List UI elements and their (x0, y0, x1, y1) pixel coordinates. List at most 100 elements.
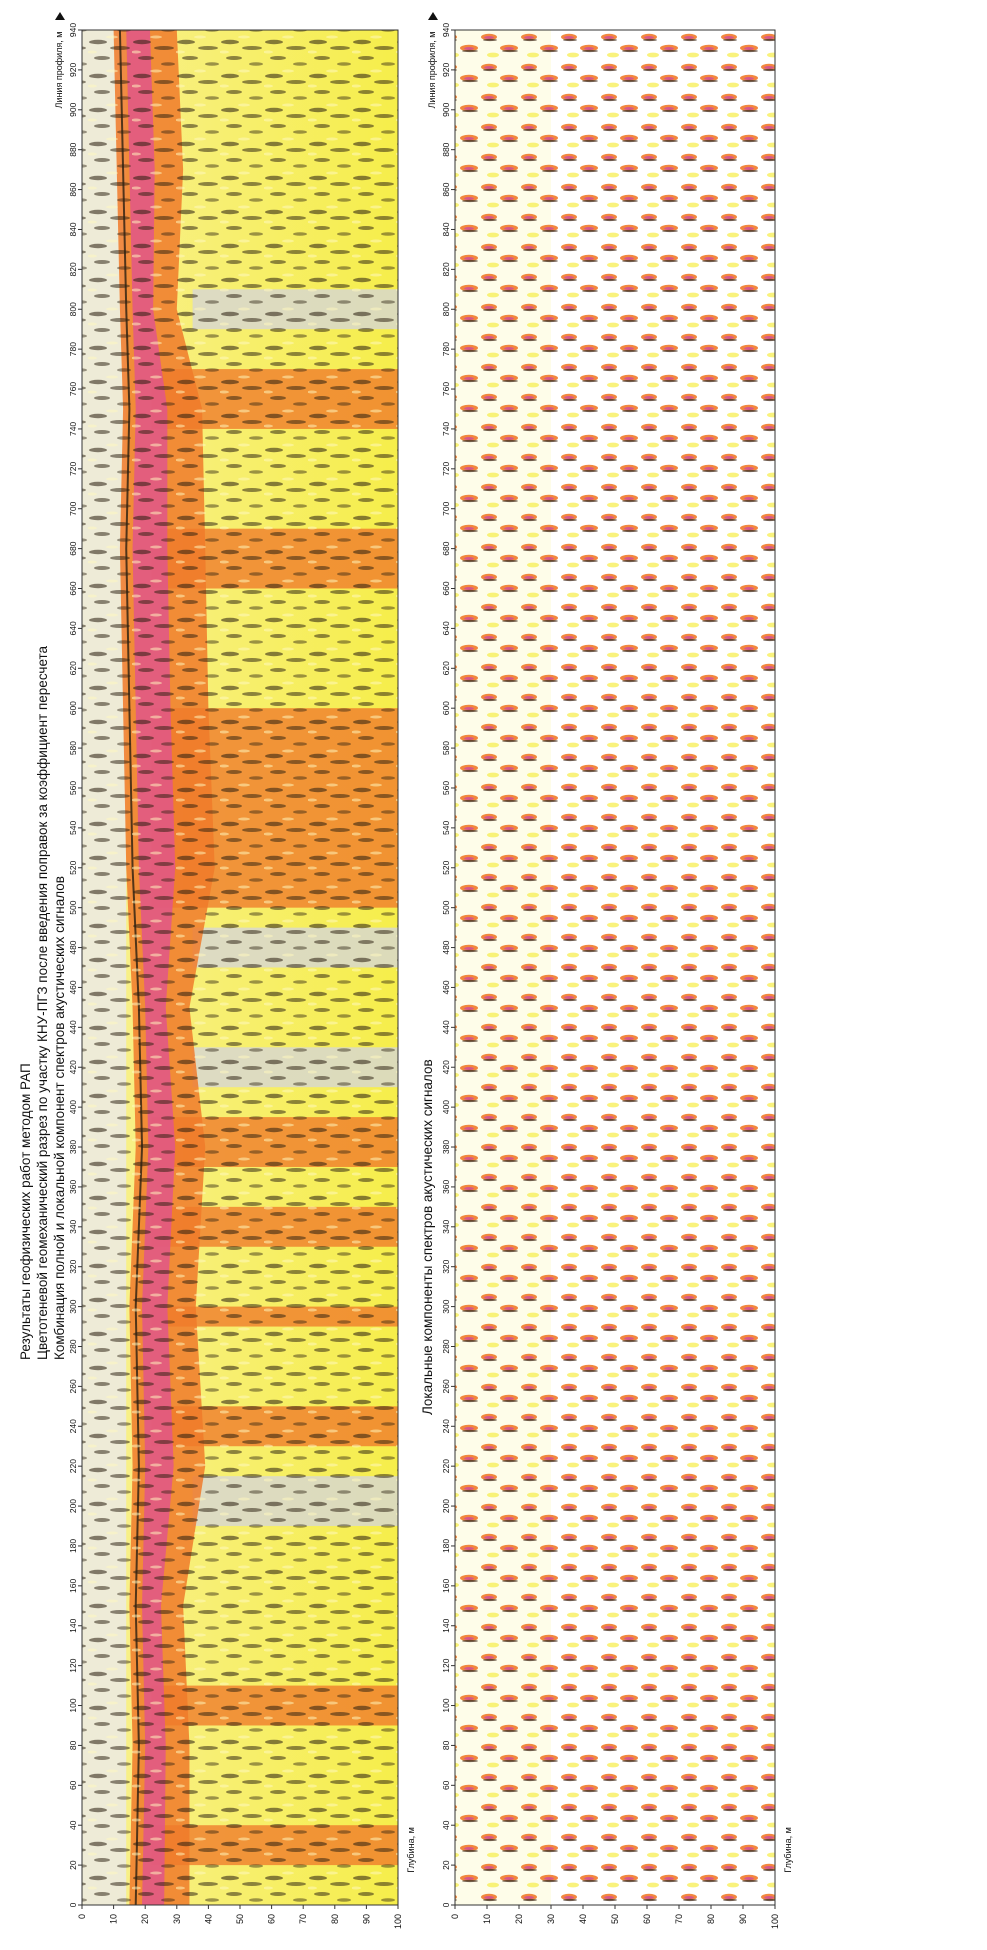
y-tick-label: 70 (674, 1914, 684, 1924)
x-tick-label: 240 (68, 1419, 78, 1433)
y-tick-label: 100 (393, 1914, 403, 1929)
chart-texture (455, 30, 775, 1905)
x-tick-label: 240 (441, 1419, 451, 1433)
x-tick-label: 460 (441, 980, 451, 994)
y-tick-label: 50 (235, 1914, 245, 1924)
x-tick-label: 280 (441, 1339, 451, 1353)
x-tick-label: 480 (441, 940, 451, 954)
x-tick-label: 160 (441, 1578, 451, 1592)
x-tick-label: 820 (441, 262, 451, 276)
x-tick-label: 800 (68, 302, 78, 316)
y-tick-label: 0 (77, 1914, 87, 1919)
x-tick-label: 840 (68, 222, 78, 236)
x-tick-label: 920 (68, 63, 78, 77)
y-tick-label: 40 (203, 1914, 213, 1924)
x-tick-label: 120 (441, 1658, 451, 1672)
y-tick-label: 90 (738, 1914, 748, 1924)
x-tick-label: 260 (68, 1379, 78, 1393)
y-tick-label: 0 (450, 1914, 460, 1919)
y-tick-label: 100 (770, 1914, 780, 1929)
y-tick-label: 70 (298, 1914, 308, 1924)
y-tick-label: 30 (172, 1914, 182, 1924)
x-tick-label: 340 (441, 1219, 451, 1233)
x-tick-label: 660 (68, 581, 78, 595)
x-tick-label: 800 (441, 302, 451, 316)
y-tick-label: 10 (109, 1914, 119, 1924)
x-axis-label: Линия профиля, м (54, 32, 64, 109)
x-tick-label: 780 (441, 342, 451, 356)
x-tick-label: 940 (441, 23, 451, 37)
x-tick-label: 140 (441, 1618, 451, 1632)
x-tick-label: 180 (68, 1539, 78, 1553)
x-tick-label: 100 (68, 1698, 78, 1712)
x-tick-label: 680 (68, 541, 78, 555)
x-tick-label: 40 (441, 1820, 451, 1830)
x-tick-label: 780 (68, 342, 78, 356)
y-tick-label: 50 (610, 1914, 620, 1924)
x-tick-label: 520 (68, 860, 78, 874)
x-tick-label: 400 (441, 1100, 451, 1114)
x-tick-label: 400 (68, 1100, 78, 1114)
x-tick-label: 260 (441, 1379, 451, 1393)
x-tick-label: 540 (441, 821, 451, 835)
figure-title-line-2: Цветотеневой геомеханический разрез по у… (35, 645, 50, 1360)
chart-full-and-local: 0 10 20 30 40 50 60 70 80 90 100 0 20 40 60 80 100 120 14… (54, 12, 416, 1929)
y-tick-label: 20 (514, 1914, 524, 1924)
x-tick-label: 380 (68, 1140, 78, 1154)
y-tick-label: 80 (330, 1914, 340, 1924)
x-tick-label: 80 (441, 1740, 451, 1750)
chart-texture (82, 30, 398, 1905)
x-tick-label: 280 (68, 1339, 78, 1353)
x-tick-label: 440 (441, 1020, 451, 1034)
x-tick-label: 140 (68, 1618, 78, 1632)
x-tick-label: 760 (68, 382, 78, 396)
x-tick-label: 880 (68, 142, 78, 156)
x-tick-label: 720 (441, 461, 451, 475)
x-tick-label: 480 (68, 940, 78, 954)
x-tick-label: 200 (68, 1499, 78, 1513)
y-tick-label: 60 (267, 1914, 277, 1924)
x-tick-label: 0 (441, 1902, 451, 1907)
x-tick-label: 120 (68, 1658, 78, 1672)
x-tick-label: 220 (68, 1459, 78, 1473)
x-tick-label: 880 (441, 142, 451, 156)
x-tick-label: 560 (441, 781, 451, 795)
x-tick-label: 340 (68, 1219, 78, 1233)
y-tick-label: 60 (642, 1914, 652, 1924)
x-tick-label: 560 (68, 781, 78, 795)
x-tick-label: 540 (68, 821, 78, 835)
x-tick-label: 940 (68, 23, 78, 37)
x-tick-label: 840 (441, 222, 451, 236)
x-tick-label: 320 (68, 1259, 78, 1273)
x-tick-label: 740 (68, 422, 78, 436)
x-tick-label: 740 (441, 422, 451, 436)
x-tick-label: 420 (441, 1060, 451, 1074)
chart-title: Локальные компоненты спектров акустическ… (420, 1059, 435, 1415)
x-tick-label: 640 (68, 621, 78, 635)
profile-arrow-icon (428, 12, 438, 20)
x-tick-label: 360 (441, 1180, 451, 1194)
x-tick-label: 500 (68, 900, 78, 914)
chart-local-component: 0 10 20 30 40 50 60 70 80 90 100 0 20 40 60 80 100 120 14… (420, 12, 793, 1929)
figure-title-line-3: Комбинация полной и локальной компонент … (52, 876, 67, 1360)
profile-arrow-icon (55, 12, 65, 20)
x-tick-label: 500 (441, 900, 451, 914)
x-tick-label: 600 (68, 701, 78, 715)
x-tick-label: 360 (68, 1180, 78, 1194)
x-axis-label: Линия профиля, м (427, 32, 437, 109)
x-tick-label: 300 (441, 1299, 451, 1313)
x-tick-label: 20 (68, 1860, 78, 1870)
y-tick-label: 20 (140, 1914, 150, 1924)
y-tick-label: 40 (578, 1914, 588, 1924)
x-tick-label: 580 (68, 741, 78, 755)
x-tick-label: 520 (441, 860, 451, 874)
x-tick-label: 100 (441, 1698, 451, 1712)
y-tick-label: 90 (361, 1914, 371, 1924)
x-tick-label: 920 (441, 63, 451, 77)
x-tick-label: 900 (441, 102, 451, 116)
x-tick-label: 640 (441, 621, 451, 635)
y-axis-label: Глубина, м (406, 1827, 416, 1873)
x-tick-label: 200 (441, 1499, 451, 1513)
figure-title-line-1: Результаты геофизических работ методом Р… (18, 1063, 33, 1360)
